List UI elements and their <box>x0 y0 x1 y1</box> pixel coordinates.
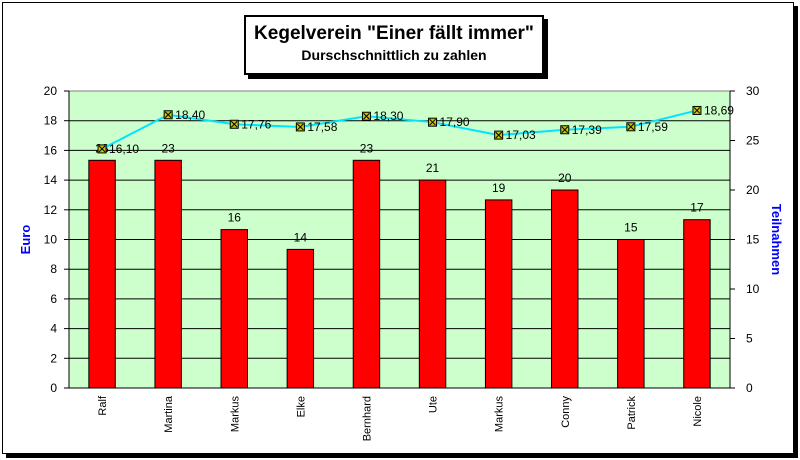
y-tick-label: 0 <box>50 381 57 395</box>
y2-axis-title: Teilnahmen <box>769 204 784 275</box>
bar-label: 20 <box>558 171 572 185</box>
x-tick-label: Martina <box>163 395 175 433</box>
bar-label: 19 <box>492 181 506 195</box>
bar-label: 17 <box>690 201 704 215</box>
line-series <box>101 109 698 150</box>
line-point-marker <box>363 112 370 120</box>
line-label: 18,40 <box>175 108 205 122</box>
y2-tick-label: 0 <box>746 381 753 395</box>
y2-tick-label: 20 <box>746 183 760 197</box>
line-point-marker <box>495 131 503 139</box>
y-tick-label: 10 <box>44 233 58 247</box>
bar <box>220 229 248 389</box>
x-tick-label: Patrick <box>626 396 638 430</box>
line-label: 18,30 <box>373 109 403 123</box>
bar <box>286 248 315 389</box>
line-label: 17,59 <box>638 120 668 134</box>
title-box: Kegelverein "Einer fällt immer" Durschsc… <box>244 15 544 75</box>
line-label: 17,58 <box>307 120 337 134</box>
bar <box>683 219 711 389</box>
y-tick-label: 18 <box>44 114 58 128</box>
bar-label: 21 <box>426 161 440 175</box>
chart-subtitle: Durschschnittlich zu zahlen <box>301 47 487 63</box>
y-tick-label: 6 <box>50 292 57 306</box>
line-point-marker <box>693 107 701 114</box>
y-axis-title: Euro <box>18 225 33 255</box>
line-point-marker <box>627 123 635 131</box>
x-tick-label: Bernhard <box>361 396 373 441</box>
bar <box>617 239 645 389</box>
y-tick-label: 4 <box>50 322 57 336</box>
x-tick-label: Elke <box>295 396 307 417</box>
line-point-marker <box>164 111 172 119</box>
bar <box>154 159 182 389</box>
x-tick-label: Conny <box>560 396 572 428</box>
bar-label: 23 <box>360 141 374 155</box>
line-label: 16,10 <box>109 142 139 156</box>
x-tick-label: Markus <box>494 396 506 433</box>
line-point-marker <box>561 126 569 134</box>
bar-label: 14 <box>294 230 308 244</box>
line-label: 17,90 <box>440 115 470 129</box>
bar <box>484 199 513 389</box>
chart-title: Kegelverein "Einer fällt immer" <box>254 23 534 44</box>
bar <box>418 179 447 389</box>
y-tick-label: 8 <box>50 262 57 276</box>
y2-tick-label: 10 <box>746 282 760 296</box>
bar <box>352 159 381 389</box>
bar-label: 23 <box>161 141 175 155</box>
bar-label: 15 <box>624 221 638 235</box>
y2-tick-label: 5 <box>746 332 753 346</box>
line-label: 18,69 <box>704 103 734 117</box>
x-tick-label: Nicole <box>692 396 704 427</box>
line-label: 17,39 <box>572 123 602 137</box>
bar-label: 16 <box>228 211 242 225</box>
y2-tick-label: 15 <box>746 233 760 247</box>
y2-tick-label: 25 <box>746 134 760 148</box>
line-label: 17,76 <box>241 117 271 131</box>
x-tick-label: Ralf <box>97 395 109 416</box>
line-point-marker <box>429 118 436 126</box>
y-tick-label: 2 <box>50 351 57 365</box>
line-label: 17,03 <box>506 128 536 142</box>
y-tick-label: 12 <box>44 203 58 217</box>
y-tick-label: 14 <box>44 173 58 187</box>
x-tick-label: Markus <box>229 396 241 433</box>
y-tick-label: 16 <box>44 143 58 157</box>
line-point-marker <box>296 123 304 131</box>
x-tick-label: Ute <box>428 396 440 413</box>
y-tick-label: 20 <box>44 84 58 98</box>
line-point-marker <box>230 120 238 128</box>
y2-tick-label: 30 <box>746 84 760 98</box>
line-point-marker <box>98 145 106 153</box>
bar <box>88 159 116 389</box>
bar <box>551 189 579 389</box>
